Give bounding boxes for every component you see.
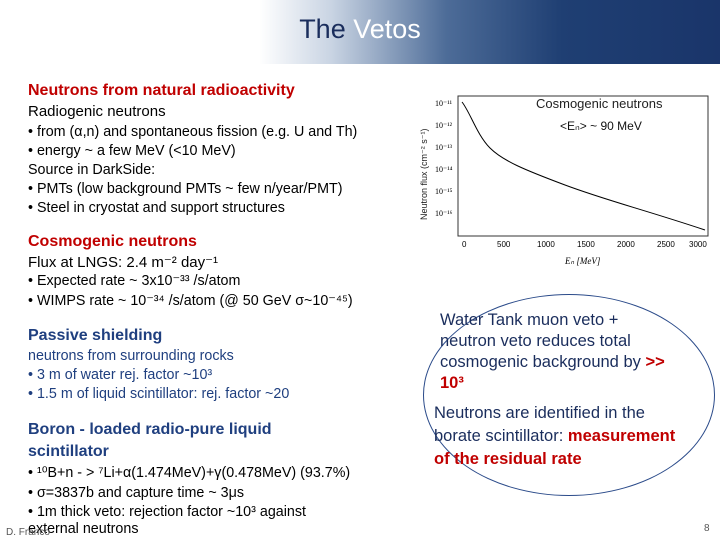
callout-emphasis: measurement bbox=[567, 427, 676, 445]
xtick-label: 2000 bbox=[617, 240, 635, 249]
ytick-label: 10⁻¹⁵ bbox=[435, 187, 453, 196]
slide-title: The Vetos bbox=[0, 14, 720, 45]
plot-xlabel: Eₙ [MeV] bbox=[564, 256, 601, 266]
callout-emphasis: >> bbox=[645, 353, 665, 371]
neutron-flux-plot: Neutron flux (cm⁻² s⁻¹) 10⁻¹¹ 10⁻¹² 10⁻¹… bbox=[419, 95, 709, 266]
plot-ylabel: Neutron flux (cm⁻² s⁻¹) bbox=[419, 128, 429, 220]
ytick-label: 10⁻¹² bbox=[435, 121, 453, 130]
text-line: • from (α,n) and spontaneous fission (e.… bbox=[28, 124, 358, 140]
xtick-label: 3000 bbox=[689, 240, 707, 249]
callout-line: Water Tank muon veto + bbox=[440, 311, 619, 329]
page-number: 8 bbox=[704, 523, 710, 534]
text-line: Flux at LNGS: 2.4 m⁻² day⁻¹ bbox=[28, 254, 219, 271]
section-heading-radioactivity: Neutrons from natural radioactivity bbox=[28, 82, 295, 99]
callout-line: neutron veto reduces total bbox=[440, 332, 631, 350]
section-heading-passive-shielding: Passive shielding bbox=[28, 327, 163, 344]
text-line: • 3 m of water rej. factor ~10³ bbox=[28, 367, 213, 383]
text-line: external neutrons bbox=[28, 521, 139, 537]
text-line: • WIMPS rate ~ 10⁻³⁴ /s/atom (@ 50 GeV σ… bbox=[28, 293, 353, 309]
ytick-label: 10⁻¹⁶ bbox=[435, 209, 453, 218]
ytick-label: 10⁻¹⁴ bbox=[435, 165, 453, 174]
xtick-label: 0 bbox=[462, 240, 467, 249]
callout-text: borate scintillator: bbox=[434, 427, 564, 445]
ytick-label: 10⁻¹¹ bbox=[435, 99, 453, 108]
plot-caption: Cosmogenic neutrons bbox=[536, 96, 663, 111]
plot-yticks: 10⁻¹¹ 10⁻¹² 10⁻¹³ 10⁻¹⁴ 10⁻¹⁵ 10⁻¹⁶ bbox=[435, 99, 453, 218]
text-line: • PMTs (low background PMTs ~ few n/year… bbox=[28, 181, 343, 197]
callout-line: Neutrons are identified in the bbox=[434, 404, 645, 422]
text-line: • 1.5 m of liquid scintillator: rej. fac… bbox=[28, 386, 290, 402]
plot-frame bbox=[457, 95, 709, 237]
text-line: Radiogenic neutrons bbox=[28, 103, 166, 120]
title-word-1: The bbox=[299, 14, 346, 44]
text-line: • 1m thick veto: rejection factor ~10³ a… bbox=[28, 504, 306, 520]
footer-author: D. Franco bbox=[6, 527, 50, 538]
ytick-label: 10⁻¹³ bbox=[435, 143, 453, 152]
callout-text: cosmogenic background by bbox=[440, 353, 641, 371]
callout-line: of the residual rate bbox=[434, 450, 582, 468]
text-line: neutrons from surrounding rocks bbox=[28, 348, 234, 364]
callout-line: cosmogenic background by >> bbox=[440, 353, 665, 372]
callout-line: borate scintillator: measurement bbox=[434, 427, 675, 446]
text-line: • Expected rate ~ 3x10⁻³³ /s/atom bbox=[28, 273, 241, 289]
text-line: • Steel in cryostat and support structur… bbox=[28, 200, 285, 216]
xtick-label: 500 bbox=[497, 240, 511, 249]
plot-annotation: <Eₙ> ~ 90 MeV bbox=[560, 119, 642, 133]
text-line: • σ=3837b and capture time ~ 3μs bbox=[28, 485, 245, 501]
xtick-label: 1500 bbox=[577, 240, 595, 249]
callout-line: 10³ bbox=[440, 374, 464, 392]
section-heading-boron-cont: scintillator bbox=[28, 443, 109, 460]
flux-curve bbox=[461, 101, 706, 231]
section-heading-boron: Boron - loaded radio-pure liquid bbox=[28, 421, 272, 438]
text-line: • energy ~ a few MeV (<10 MeV) bbox=[28, 143, 236, 159]
xtick-label: 1000 bbox=[537, 240, 555, 249]
title-band bbox=[0, 0, 720, 64]
title-word-2: Vetos bbox=[353, 14, 421, 44]
text-line: • ¹⁰B+n - > ⁷Li+α(1.474MeV)+γ(0.478MeV) … bbox=[28, 465, 351, 481]
plot-xticks: 0 500 1000 1500 2000 2500 3000 bbox=[462, 240, 707, 249]
callout-ellipse bbox=[423, 294, 715, 496]
section-heading-cosmogenic: Cosmogenic neutrons bbox=[28, 233, 197, 250]
text-line: Source in DarkSide: bbox=[28, 162, 156, 178]
xtick-label: 2500 bbox=[657, 240, 675, 249]
